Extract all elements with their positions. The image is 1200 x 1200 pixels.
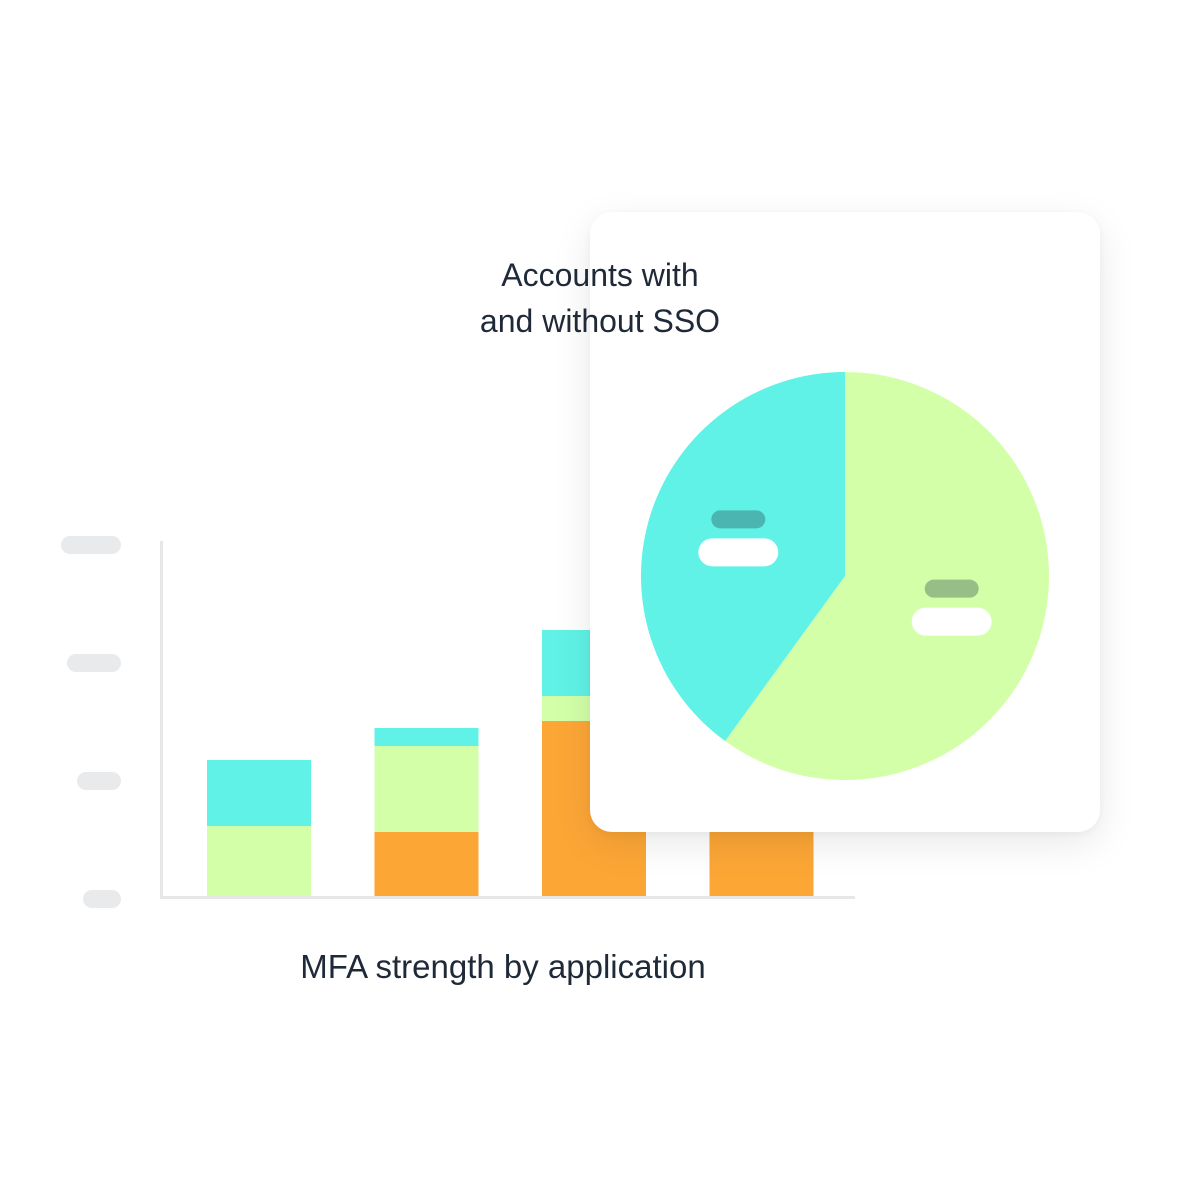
sso-pie-chart [640,372,1049,780]
pie-slice-value-placeholder [711,510,766,529]
pie-slice-value-placeholder [924,579,979,598]
y-axis-line [160,541,163,899]
pie-chart-title: Accounts with and without SSO [0,252,1200,344]
y-tick-placeholder [77,772,121,790]
bar-segment [374,832,479,896]
pie-slice-label-placeholder [911,607,992,636]
y-tick-placeholder [83,890,121,908]
bar-segment [207,826,311,896]
x-axis-line [160,896,855,899]
pie-title-line-1: Accounts with [501,257,699,293]
bar-segment [374,728,479,746]
y-tick-placeholder [61,536,121,554]
bar-segment [374,746,479,832]
y-tick-placeholder [67,654,121,672]
pie-slice [725,372,1049,780]
pie-slice-label-placeholder [698,538,779,567]
pie-title-line-2: and without SSO [479,303,721,339]
bar-segment [207,760,311,826]
bar-chart-caption: MFA strength by application [300,948,706,985]
